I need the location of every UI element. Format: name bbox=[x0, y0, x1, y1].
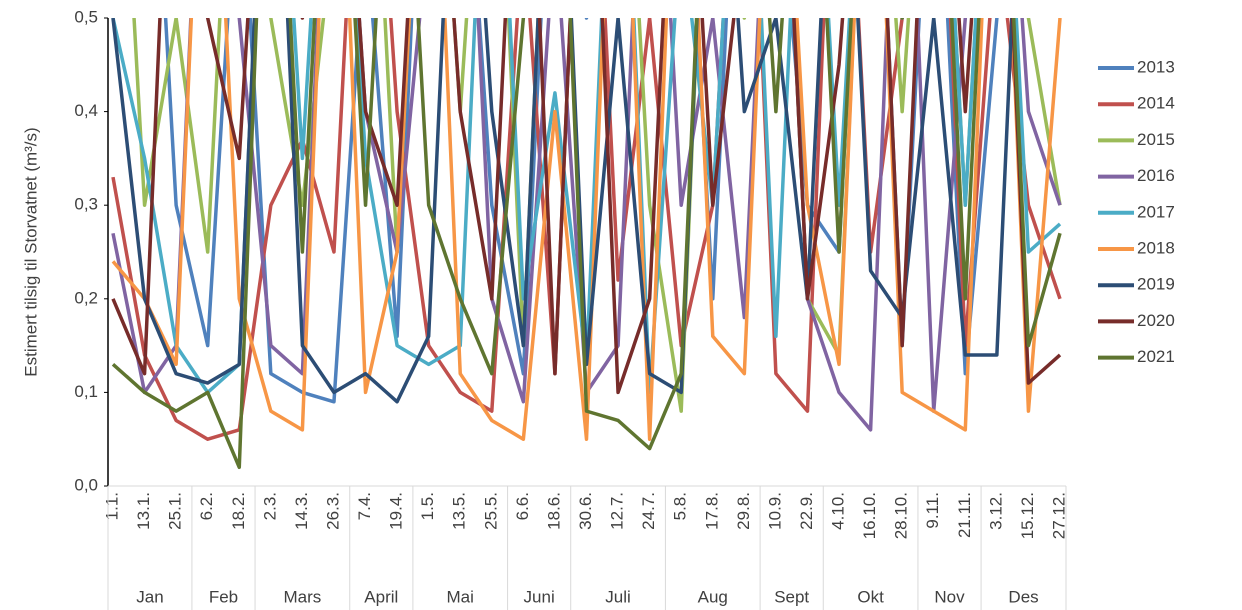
x-tick-label: 3.12. bbox=[986, 492, 1005, 530]
x-tick-label: 13.5. bbox=[450, 492, 469, 530]
series-line bbox=[111, 18, 1062, 441]
series-line bbox=[111, 18, 1062, 441]
x-group-label: Mars bbox=[284, 587, 322, 606]
legend-label: 2017 bbox=[1137, 202, 1175, 221]
x-tick-label: 17.8. bbox=[702, 492, 721, 530]
x-tick-label: 4.10. bbox=[829, 492, 848, 530]
x-tick-label: 10.9. bbox=[765, 492, 784, 530]
x-tick-label: 6.2. bbox=[197, 492, 216, 520]
legend-label: 2016 bbox=[1137, 166, 1175, 185]
x-group-label: Aug bbox=[698, 587, 728, 606]
series-line bbox=[132, 18, 1062, 413]
x-tick-label: 1.5. bbox=[418, 492, 437, 520]
legend-label: 2015 bbox=[1137, 130, 1175, 149]
x-tick-label: 1.1. bbox=[102, 492, 121, 520]
x-tick-label: 15.12. bbox=[1018, 492, 1037, 539]
x-tick-label: 25.1. bbox=[166, 492, 185, 530]
x-tick-label: 5.8. bbox=[671, 492, 690, 520]
y-tick-label: 0,3 bbox=[74, 195, 98, 214]
y-tick-label: 0,4 bbox=[74, 101, 98, 120]
series-line bbox=[111, 18, 1062, 395]
legend-label: 2013 bbox=[1137, 57, 1175, 76]
x-group-label: Feb bbox=[209, 587, 238, 606]
legend-label: 2020 bbox=[1137, 311, 1175, 330]
x-tick-label: 6.6. bbox=[513, 492, 532, 520]
x-group-label: Okt bbox=[857, 587, 884, 606]
x-tick-label: 18.2. bbox=[229, 492, 248, 530]
y-tick-label: 0,1 bbox=[74, 382, 98, 401]
y-tick-label: 0,0 bbox=[74, 475, 98, 494]
legend-label: 2019 bbox=[1137, 275, 1175, 294]
x-tick-label: 24.7. bbox=[639, 492, 658, 530]
x-tick-label: 22.9. bbox=[797, 492, 816, 530]
x-group-label: Juni bbox=[524, 587, 555, 606]
x-group-label: Mai bbox=[447, 587, 474, 606]
x-group-label: Juli bbox=[605, 587, 631, 606]
x-group-label: Sept bbox=[774, 587, 809, 606]
x-tick-label: 26.3. bbox=[323, 492, 342, 530]
x-tick-label: 21.11. bbox=[955, 492, 974, 538]
x-tick-label: 19.4. bbox=[387, 492, 406, 530]
x-tick-label: 27.12. bbox=[1049, 492, 1068, 539]
series-line bbox=[111, 18, 1062, 470]
legend-label: 2018 bbox=[1137, 238, 1175, 257]
x-tick-label: 16.10. bbox=[860, 492, 879, 539]
x-group-label: Nov bbox=[934, 587, 965, 606]
plot-area bbox=[111, 18, 1062, 470]
y-axis-label: Estimert tilsig til Storvatnet (m³/s) bbox=[21, 127, 40, 376]
x-group-label: Des bbox=[1008, 587, 1038, 606]
y-tick-label: 0,2 bbox=[74, 288, 98, 307]
x-tick-label: 7.4. bbox=[355, 492, 374, 520]
x-tick-label: 18.6. bbox=[544, 492, 563, 530]
y-tick-label: 0,5 bbox=[74, 7, 98, 26]
legend-label: 2014 bbox=[1137, 94, 1175, 113]
x-tick-label: 12.7. bbox=[608, 492, 627, 530]
x-tick-label: 13.1. bbox=[134, 492, 153, 530]
x-tick-label: 25.5. bbox=[481, 492, 500, 530]
x-tick-label: 28.10. bbox=[892, 492, 911, 539]
x-tick-label: 30.6. bbox=[576, 492, 595, 530]
x-tick-label: 29.8. bbox=[734, 492, 753, 530]
x-tick-label: 2.3. bbox=[260, 492, 279, 520]
x-group-label: Jan bbox=[136, 587, 163, 606]
x-tick-label: 14.3. bbox=[292, 492, 311, 530]
legend-label: 2021 bbox=[1137, 347, 1175, 366]
x-group-label: April bbox=[364, 587, 398, 606]
x-tick-label: 9.11. bbox=[923, 492, 942, 529]
